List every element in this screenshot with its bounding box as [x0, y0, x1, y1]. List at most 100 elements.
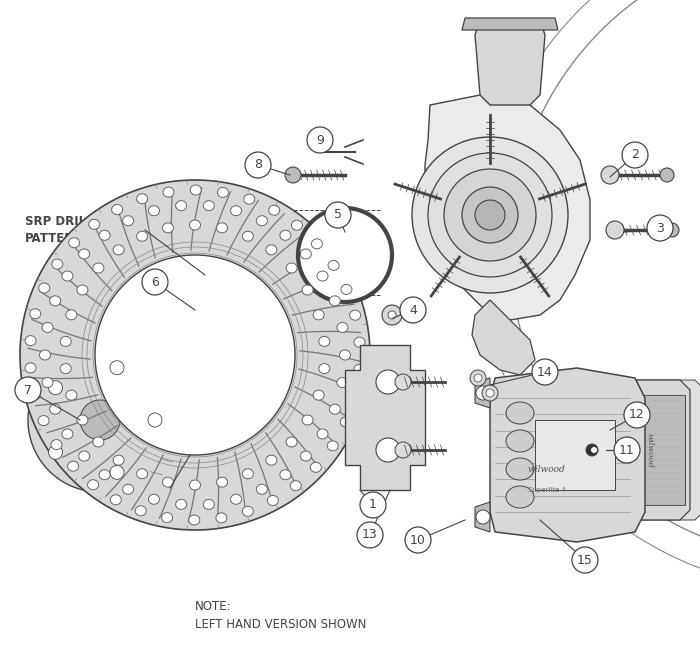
- Circle shape: [444, 169, 536, 261]
- Ellipse shape: [327, 441, 338, 451]
- Text: 1: 1: [369, 498, 377, 512]
- Text: 8: 8: [254, 159, 262, 172]
- Text: NOTE:
LEFT HAND VERSION SHOWN: NOTE: LEFT HAND VERSION SHOWN: [195, 600, 366, 631]
- Circle shape: [532, 359, 558, 385]
- Polygon shape: [472, 300, 535, 375]
- Circle shape: [285, 167, 301, 183]
- Polygon shape: [20, 180, 370, 530]
- Circle shape: [382, 305, 402, 325]
- Ellipse shape: [38, 415, 49, 426]
- Ellipse shape: [313, 310, 324, 320]
- Circle shape: [405, 527, 431, 553]
- Polygon shape: [535, 420, 615, 490]
- Polygon shape: [490, 368, 645, 542]
- Ellipse shape: [300, 451, 312, 461]
- Text: 2: 2: [631, 149, 639, 162]
- Ellipse shape: [136, 231, 148, 241]
- Circle shape: [400, 297, 426, 323]
- Text: 15: 15: [577, 553, 593, 567]
- Ellipse shape: [51, 440, 62, 449]
- Text: wilwood: wilwood: [528, 466, 566, 474]
- Ellipse shape: [93, 263, 104, 273]
- Ellipse shape: [136, 469, 148, 479]
- Ellipse shape: [267, 495, 279, 506]
- Circle shape: [601, 166, 619, 184]
- Ellipse shape: [280, 470, 291, 479]
- Ellipse shape: [330, 404, 340, 414]
- Ellipse shape: [317, 429, 328, 439]
- Ellipse shape: [60, 337, 71, 346]
- Text: 3: 3: [656, 221, 664, 234]
- Text: 7: 7: [24, 383, 32, 396]
- Ellipse shape: [318, 364, 330, 373]
- Ellipse shape: [216, 513, 227, 523]
- Ellipse shape: [317, 271, 328, 281]
- Text: 9: 9: [316, 134, 324, 147]
- Ellipse shape: [266, 455, 277, 465]
- Circle shape: [395, 442, 411, 458]
- Circle shape: [660, 168, 674, 182]
- Polygon shape: [610, 380, 690, 520]
- Circle shape: [486, 389, 494, 397]
- Polygon shape: [475, 20, 545, 105]
- Ellipse shape: [25, 363, 36, 373]
- Circle shape: [360, 492, 386, 518]
- Circle shape: [412, 137, 568, 293]
- Polygon shape: [475, 378, 490, 408]
- Ellipse shape: [256, 215, 267, 226]
- Circle shape: [298, 208, 392, 302]
- Ellipse shape: [68, 461, 78, 471]
- Ellipse shape: [111, 204, 122, 215]
- Ellipse shape: [337, 322, 348, 333]
- Ellipse shape: [286, 437, 297, 447]
- Circle shape: [110, 361, 124, 375]
- Ellipse shape: [230, 206, 241, 215]
- Circle shape: [462, 187, 518, 243]
- Ellipse shape: [163, 187, 174, 197]
- Ellipse shape: [135, 506, 146, 515]
- Circle shape: [357, 522, 383, 548]
- Polygon shape: [95, 255, 295, 455]
- Ellipse shape: [302, 415, 313, 425]
- Ellipse shape: [312, 239, 323, 249]
- Ellipse shape: [190, 185, 202, 195]
- Circle shape: [142, 269, 168, 295]
- Text: SRP DRILLED/SLOTTED
PATTERN: SRP DRILLED/SLOTTED PATTERN: [25, 215, 176, 245]
- Ellipse shape: [506, 430, 534, 452]
- Ellipse shape: [38, 283, 50, 293]
- Ellipse shape: [148, 495, 160, 504]
- Circle shape: [376, 438, 400, 462]
- Ellipse shape: [354, 337, 365, 347]
- Ellipse shape: [50, 296, 61, 306]
- Ellipse shape: [62, 271, 73, 281]
- Ellipse shape: [29, 390, 41, 400]
- Circle shape: [614, 437, 640, 463]
- Ellipse shape: [506, 402, 534, 424]
- Ellipse shape: [189, 515, 199, 525]
- Circle shape: [591, 447, 597, 453]
- Ellipse shape: [230, 495, 241, 504]
- Ellipse shape: [349, 391, 360, 402]
- Ellipse shape: [280, 231, 291, 240]
- Circle shape: [476, 510, 490, 524]
- Ellipse shape: [176, 499, 187, 510]
- Ellipse shape: [148, 206, 160, 215]
- Ellipse shape: [244, 194, 255, 204]
- Text: 14: 14: [537, 365, 553, 379]
- Ellipse shape: [291, 220, 302, 231]
- Circle shape: [48, 381, 62, 395]
- Ellipse shape: [190, 480, 200, 490]
- Circle shape: [110, 465, 124, 479]
- Ellipse shape: [66, 390, 77, 400]
- Text: 10: 10: [410, 534, 426, 546]
- Ellipse shape: [78, 451, 90, 461]
- Text: 5: 5: [334, 208, 342, 221]
- Ellipse shape: [313, 390, 324, 400]
- Ellipse shape: [286, 263, 297, 273]
- Ellipse shape: [340, 417, 351, 427]
- Ellipse shape: [78, 249, 90, 259]
- Ellipse shape: [341, 284, 352, 294]
- Ellipse shape: [340, 350, 351, 360]
- Circle shape: [474, 374, 482, 382]
- Circle shape: [307, 127, 333, 153]
